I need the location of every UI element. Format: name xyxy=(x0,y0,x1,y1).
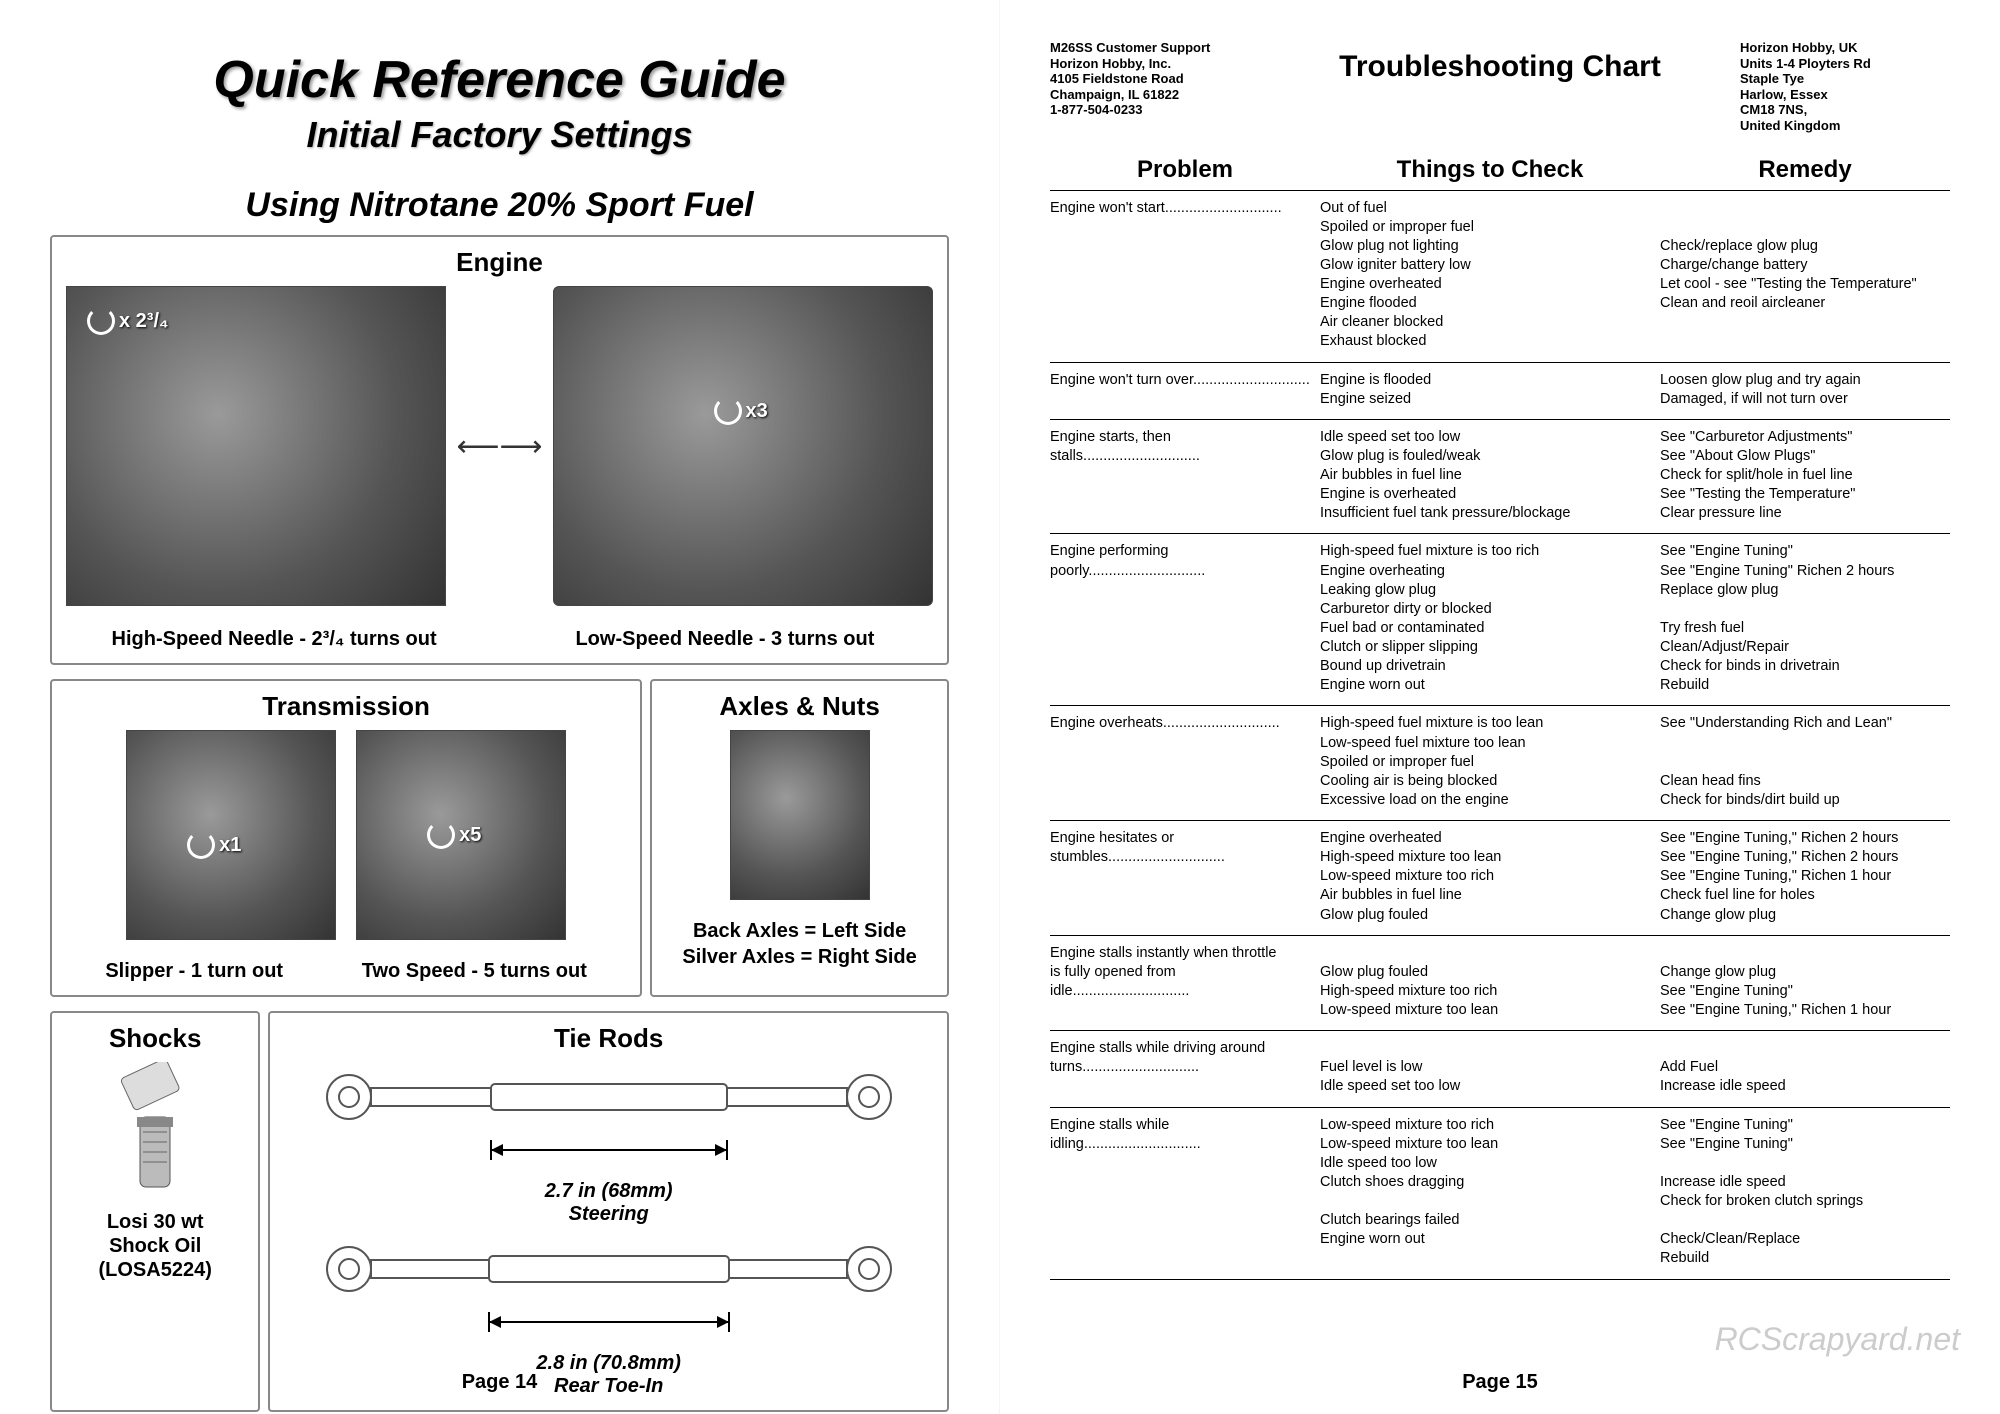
check-cell: Idle speed set too low Glow plug is foul… xyxy=(1320,428,1660,524)
check-cell: High-speed fuel mixture is too lean Low-… xyxy=(1320,714,1660,810)
check-cell: Fuel level is low Idle speed set too low xyxy=(1320,1039,1660,1096)
twospeed-caption: Two Speed - 5 turns out xyxy=(362,960,587,983)
rotate-icon xyxy=(714,397,742,425)
tierods-box: Tie Rods 2.7 in (68mm) Steerin xyxy=(268,1011,949,1412)
chart-title: Troubleshooting Chart xyxy=(1260,50,1740,84)
table-row: Engine hesitates or stumblesEngine overh… xyxy=(1050,820,1950,935)
steering-dimension-icon xyxy=(309,1138,909,1174)
transmission-heading: Transmission xyxy=(66,691,626,722)
header-check: Things to Check xyxy=(1320,156,1660,184)
engine-photo-lowspeed: x3 xyxy=(553,286,933,606)
problem-cell: Engine won't turn over xyxy=(1050,371,1320,409)
remedy-cell: Add Fuel Increase idle speed xyxy=(1660,1039,1950,1096)
table-row: Engine won't turn overEngine is flooded … xyxy=(1050,362,1950,419)
tierods-heading: Tie Rods xyxy=(284,1023,933,1054)
problem-cell: Engine performing poorly xyxy=(1050,542,1320,695)
table-row: Engine won't startOut of fuel Spoiled or… xyxy=(1050,190,1950,362)
engine-left-overlay: x 2³/₄ xyxy=(119,310,169,333)
tierod-steering-drawing xyxy=(309,1062,909,1132)
slipper-photo: x1 xyxy=(126,730,336,940)
steering-dim: 2.7 in (68mm) xyxy=(545,1180,673,1202)
table-row: Engine stalls while driving aroundturns … xyxy=(1050,1030,1950,1106)
axles-line2: Silver Axles = Right Side xyxy=(666,944,933,970)
double-arrow-icon: ⟵⟶ xyxy=(456,429,542,464)
shocks-line2: Shock Oil xyxy=(66,1234,244,1258)
transmission-box: Transmission x1 x5 Slipper - 1 turn out xyxy=(50,679,642,997)
check-cell: Engine is flooded Engine seized xyxy=(1320,371,1660,409)
address-us: M26SS Customer Support Horizon Hobby, In… xyxy=(1050,40,1260,118)
shock-oil-icon xyxy=(105,1062,205,1202)
header-problem: Problem xyxy=(1050,156,1320,184)
shocks-heading: Shocks xyxy=(66,1023,244,1054)
axles-heading: Axles & Nuts xyxy=(666,691,933,722)
engine-box: Engine x 2³/₄ ⟵⟶ x3 High-Speed Needle - … xyxy=(50,235,949,665)
problem-cell: Engine stalls instantly when throttleis … xyxy=(1050,944,1320,1021)
table-row: Engine starts, then stallsIdle speed set… xyxy=(1050,419,1950,534)
remedy-cell: Change glow plug See "Engine Tuning" See… xyxy=(1660,944,1950,1021)
problem-cell: Engine hesitates or stumbles xyxy=(1050,829,1320,925)
page-number-14: Page 14 xyxy=(0,1371,999,1394)
address-uk: Horizon Hobby, UK Units 1-4 Ployters Rd … xyxy=(1740,40,1950,134)
remedy-cell: See "Engine Tuning," Richen 2 hours See … xyxy=(1660,829,1950,925)
axles-line1: Back Axles = Left Side xyxy=(666,918,933,944)
table-header: Problem Things to Check Remedy xyxy=(1050,156,1950,184)
table-row: Engine performing poorlyHigh-speed fuel … xyxy=(1050,533,1950,705)
troubleshooting-table: Engine won't startOut of fuel Spoiled or… xyxy=(1050,190,1950,1280)
axles-photo xyxy=(730,730,870,900)
page-15: M26SS Customer Support Horizon Hobby, In… xyxy=(1000,0,2000,1414)
axles-box: Axles & Nuts Back Axles = Left Side Silv… xyxy=(650,679,949,997)
engine-right-overlay: x3 xyxy=(746,400,768,423)
check-cell: Low-speed mixture too rich Low-speed mix… xyxy=(1320,1116,1660,1269)
page-14: Quick Reference Guide Initial Factory Se… xyxy=(0,0,1000,1414)
header-remedy: Remedy xyxy=(1660,156,1950,184)
remedy-cell: See "Carburetor Adjustments" See "About … xyxy=(1660,428,1950,524)
shocks-line1: Losi 30 wt xyxy=(66,1210,244,1234)
check-cell: Out of fuel Spoiled or improper fuel Glo… xyxy=(1320,199,1660,352)
engine-caption-right: Low-Speed Needle - 3 turns out xyxy=(517,628,933,651)
problem-cell: Engine won't start xyxy=(1050,199,1320,352)
problem-cell: Engine starts, then stalls xyxy=(1050,428,1320,524)
problem-cell: Engine overheats xyxy=(1050,714,1320,810)
rotate-icon xyxy=(187,831,215,859)
title-sub: Initial Factory Settings xyxy=(50,114,949,156)
remedy-cell: See "Understanding Rich and Lean" Clean … xyxy=(1660,714,1950,810)
problem-cell: Engine stalls while driving aroundturns xyxy=(1050,1039,1320,1096)
title-fuel: Using Nitrotane 20% Sport Fuel xyxy=(50,186,949,225)
remedy-cell: Loosen glow plug and try again Damaged, … xyxy=(1660,371,1950,409)
remedy-cell: See "Engine Tuning" See "Engine Tuning" … xyxy=(1660,542,1950,695)
rotate-icon xyxy=(87,307,115,335)
page-number-15: Page 15 xyxy=(1000,1371,2000,1394)
rear-dimension-icon xyxy=(309,1310,909,1346)
tierod-rear-drawing xyxy=(309,1234,909,1304)
remedy-cell: See "Engine Tuning" See "Engine Tuning" … xyxy=(1660,1116,1950,1269)
problem-cell: Engine stalls while idling xyxy=(1050,1116,1320,1269)
table-row: Engine overheatsHigh-speed fuel mixture … xyxy=(1050,705,1950,820)
rotate-icon xyxy=(427,821,455,849)
table-row: Engine stalls while idlingLow-speed mixt… xyxy=(1050,1107,1950,1280)
check-cell: High-speed fuel mixture is too rich Engi… xyxy=(1320,542,1660,695)
engine-photo-highspeed: x 2³/₄ xyxy=(66,286,446,606)
table-row: Engine stalls instantly when throttleis … xyxy=(1050,935,1950,1031)
slipper-caption: Slipper - 1 turn out xyxy=(105,960,283,983)
watermark: RCScrapyard.net xyxy=(1715,1321,1960,1358)
engine-heading: Engine xyxy=(66,247,933,278)
shocks-box: Shocks Losi 30 wt Shock Oil (LOSA5224) xyxy=(50,1011,260,1412)
remedy-cell: Check/replace glow plug Charge/change ba… xyxy=(1660,199,1950,352)
twospeed-photo: x5 xyxy=(356,730,566,940)
shocks-line3: (LOSA5224) xyxy=(66,1258,244,1282)
title-main: Quick Reference Guide xyxy=(50,50,949,110)
twospeed-overlay: x5 xyxy=(459,824,481,847)
check-cell: Engine overheated High-speed mixture too… xyxy=(1320,829,1660,925)
check-cell: Glow plug fouled High-speed mixture too … xyxy=(1320,944,1660,1021)
steering-label: Steering xyxy=(569,1203,649,1225)
slipper-overlay: x1 xyxy=(219,834,241,857)
engine-caption-left: High-Speed Needle - 2³/₄ turns out xyxy=(66,628,482,651)
